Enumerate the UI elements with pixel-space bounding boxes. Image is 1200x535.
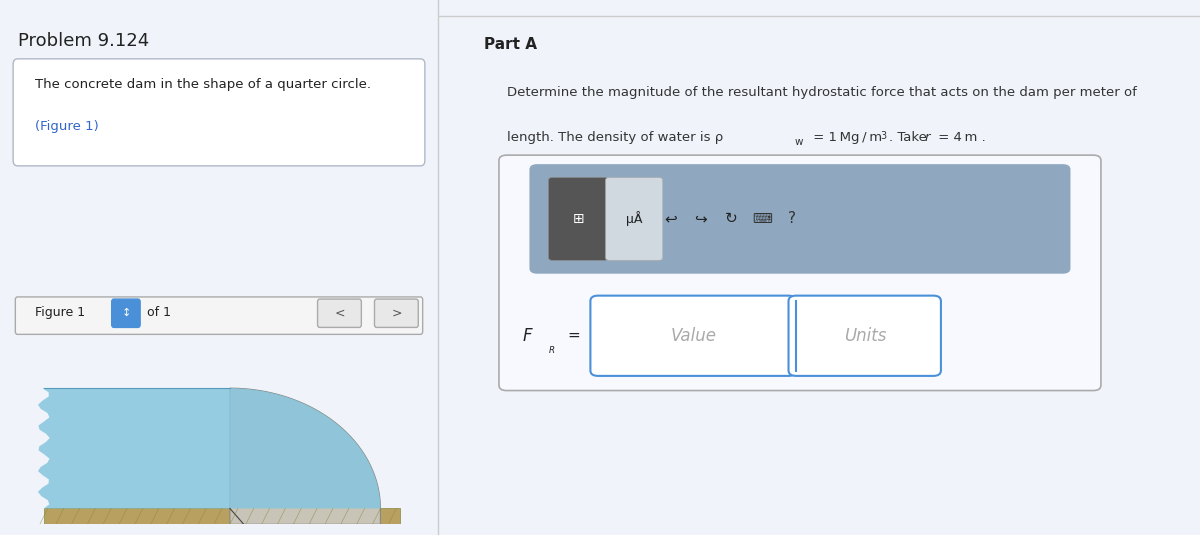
FancyBboxPatch shape <box>590 296 796 376</box>
Text: ⊞: ⊞ <box>572 212 584 226</box>
FancyBboxPatch shape <box>16 297 422 334</box>
FancyBboxPatch shape <box>112 299 140 327</box>
Text: $F$: $F$ <box>522 327 534 345</box>
Text: = 1 Mg / m: = 1 Mg / m <box>809 131 882 144</box>
Text: <: < <box>334 307 344 319</box>
Text: = 4 m .: = 4 m . <box>934 131 986 144</box>
Text: ⌨: ⌨ <box>752 212 772 226</box>
Text: 3: 3 <box>881 131 887 141</box>
Text: Figure 1: Figure 1 <box>35 307 85 319</box>
Text: =: = <box>568 328 581 343</box>
Text: length. The density of water is ρ: length. The density of water is ρ <box>506 131 722 144</box>
FancyBboxPatch shape <box>529 164 1070 274</box>
Polygon shape <box>38 388 380 508</box>
Text: ↻: ↻ <box>725 211 738 226</box>
Text: (Figure 1): (Figure 1) <box>35 120 98 133</box>
Text: Problem 9.124: Problem 9.124 <box>18 32 149 50</box>
Text: Value: Value <box>671 327 716 345</box>
Text: $_R$: $_R$ <box>548 342 556 356</box>
Text: ?: ? <box>788 211 797 226</box>
FancyBboxPatch shape <box>788 296 941 376</box>
Text: Part A: Part A <box>484 37 536 52</box>
Text: ↕: ↕ <box>121 308 131 318</box>
Text: Units: Units <box>844 327 886 345</box>
Text: Determine the magnitude of the resultant hydrostatic force that acts on the dam : Determine the magnitude of the resultant… <box>506 86 1136 98</box>
Text: w: w <box>794 137 803 148</box>
FancyBboxPatch shape <box>499 155 1100 391</box>
Text: The concrete dam in the shape of a quarter circle.: The concrete dam in the shape of a quart… <box>35 78 371 90</box>
FancyBboxPatch shape <box>606 178 662 261</box>
Text: ↪: ↪ <box>695 211 707 226</box>
FancyBboxPatch shape <box>318 299 361 327</box>
Text: of 1: of 1 <box>146 307 170 319</box>
FancyBboxPatch shape <box>13 59 425 166</box>
Text: >: > <box>391 307 402 319</box>
Text: ↩: ↩ <box>664 211 677 226</box>
FancyBboxPatch shape <box>548 178 608 261</box>
Polygon shape <box>230 388 380 524</box>
FancyBboxPatch shape <box>374 299 419 327</box>
Polygon shape <box>44 508 401 524</box>
Text: μÅ: μÅ <box>625 211 642 226</box>
Text: r: r <box>924 131 930 144</box>
Text: . Take: . Take <box>889 131 931 144</box>
